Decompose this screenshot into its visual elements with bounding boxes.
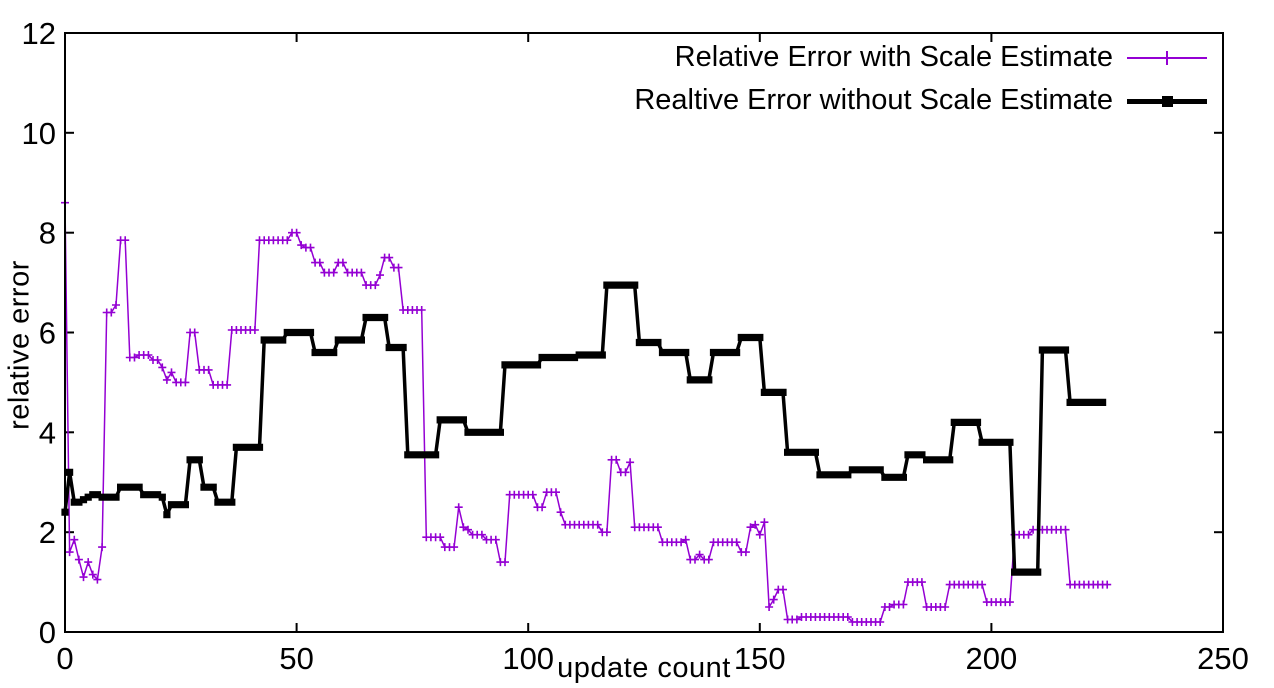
y-tick-label: 4 (39, 415, 56, 450)
legend-item-with-scale: Relative Error with Scale Estimate (634, 36, 1207, 79)
plot-frame (64, 32, 1224, 633)
x-tick-label: 50 (279, 641, 313, 676)
legend-label-with-scale: Relative Error with Scale Estimate (674, 41, 1113, 73)
x-tick-label: 0 (56, 641, 73, 676)
legend: Relative Error with Scale Estimate Realt… (634, 36, 1207, 122)
axis-ticks (64, 32, 1224, 633)
y-tick-label: 10 (22, 116, 56, 151)
legend-item-without-scale: Realtive Error without Scale Estimate (634, 79, 1207, 122)
series-with-scale-markers (61, 198, 1112, 626)
y-tick-label: 8 (39, 216, 56, 251)
plus-marker-icon (1127, 50, 1207, 66)
x-tick-label: 250 (1197, 641, 1249, 676)
series-without-scale-line (63, 283, 1103, 574)
series-with-scale-line (64, 202, 1108, 623)
y-tick-label: 0 (39, 615, 56, 650)
series-without-scale-markers (61, 281, 1107, 576)
x-tick-label: 200 (966, 641, 1018, 676)
legend-label-without-scale: Realtive Error without Scale Estimate (634, 84, 1113, 116)
y-tick-label: 2 (39, 515, 56, 550)
square-marker-icon (1127, 93, 1207, 109)
x-tick-label: 150 (734, 641, 786, 676)
x-tick-label: 100 (502, 641, 554, 676)
x-axis-title: update count (557, 652, 731, 684)
y-tick-label: 12 (22, 16, 56, 51)
y-tick-label: 6 (39, 316, 56, 351)
